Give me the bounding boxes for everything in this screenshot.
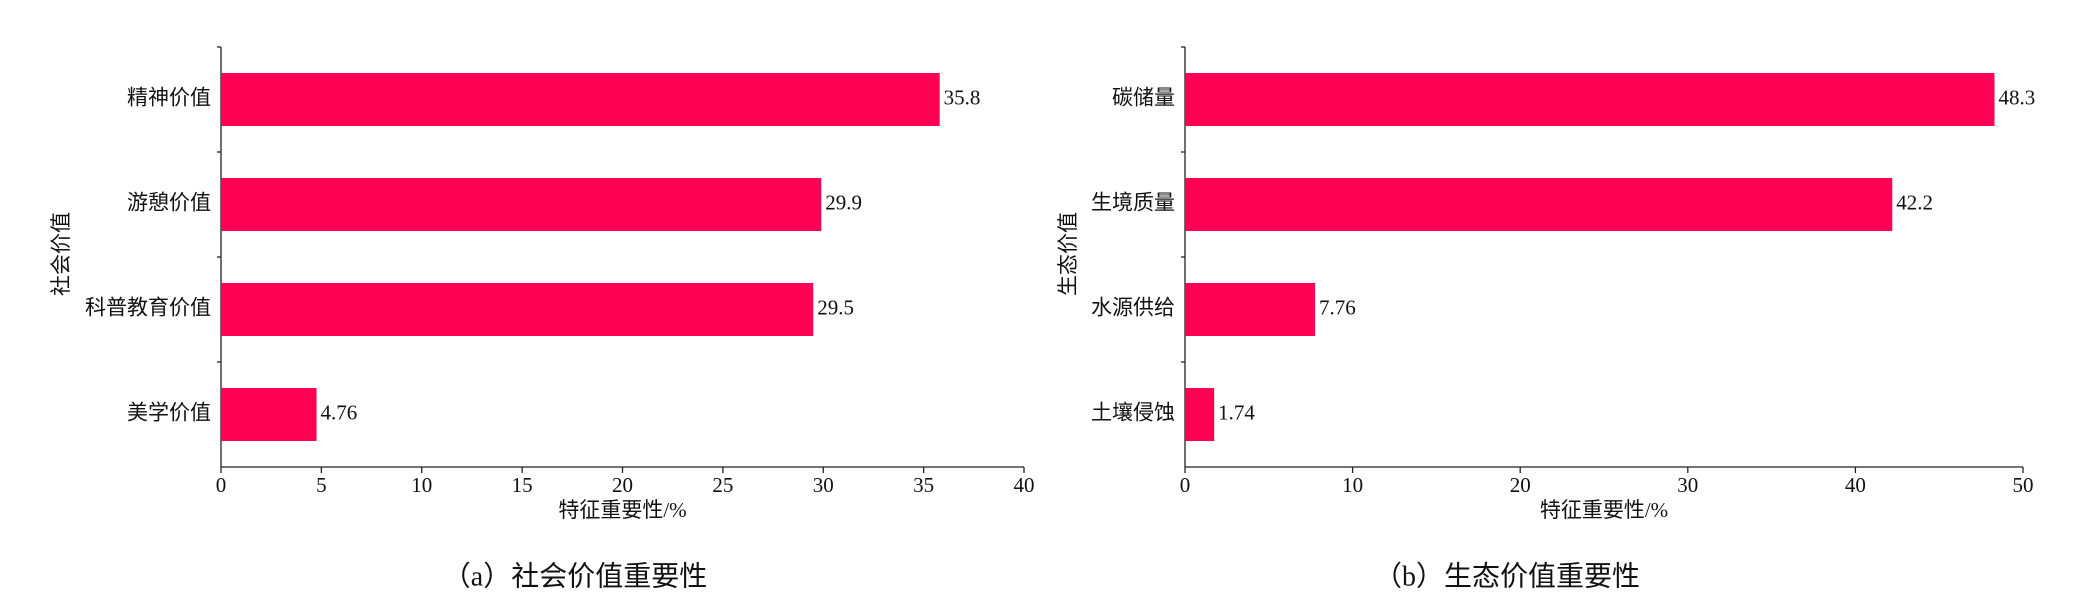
y-axis-label: 社会价值 <box>49 212 73 296</box>
bar <box>1185 388 1215 441</box>
bar <box>221 178 822 231</box>
y-tick-label: 土壤侵蚀 <box>1091 400 1175 424</box>
bar <box>1185 73 1995 126</box>
x-tick-label: 25 <box>712 473 733 497</box>
y-tick-label: 美学价值 <box>127 400 211 424</box>
data-label: 48.3 <box>1999 85 2036 109</box>
data-label: 4.76 <box>321 400 358 424</box>
x-tick-label: 40 <box>1014 473 1035 497</box>
bar <box>221 283 814 336</box>
x-tick-label: 0 <box>216 473 227 497</box>
x-tick-label: 10 <box>1342 473 1363 497</box>
y-tick-label: 精神价值 <box>127 85 211 109</box>
data-label: 29.9 <box>825 190 862 214</box>
x-tick-label: 20 <box>612 473 633 497</box>
caption: （b）生态价值重要性 <box>1374 560 1640 592</box>
x-tick-label: 35 <box>913 473 934 497</box>
caption: （a）社会价值重要性 <box>443 560 707 592</box>
bar <box>1185 178 1893 231</box>
x-tick-label: 10 <box>411 473 432 497</box>
data-label: 35.8 <box>944 85 981 109</box>
x-tick-label: 0 <box>1180 473 1191 497</box>
bar <box>1185 283 1316 336</box>
x-axis-label: 特征重要性/% <box>558 498 686 522</box>
bar <box>221 388 317 441</box>
x-tick-label: 15 <box>512 473 533 497</box>
y-tick-label: 游憩价值 <box>127 190 211 214</box>
data-label: 42.2 <box>1896 190 1933 214</box>
x-axis-label: 特征重要性/% <box>1540 498 1668 522</box>
x-tick-label: 5 <box>316 473 327 497</box>
data-label: 7.76 <box>1319 295 1356 319</box>
x-tick-label: 30 <box>1677 473 1698 497</box>
x-tick-label: 40 <box>1845 473 1866 497</box>
y-tick-label: 生境质量 <box>1091 190 1175 214</box>
data-label: 29.5 <box>817 295 854 319</box>
bar <box>221 73 940 126</box>
x-tick-label: 50 <box>2013 473 2034 497</box>
y-tick-label: 水源供给 <box>1091 295 1175 319</box>
x-tick-label: 30 <box>813 473 834 497</box>
y-tick-label: 科普教育价值 <box>85 295 211 319</box>
x-tick-label: 20 <box>1510 473 1531 497</box>
data-label: 1.74 <box>1218 400 1255 424</box>
y-axis-label: 生态价值 <box>1056 212 1080 296</box>
y-tick-label: 碳储量 <box>1112 85 1175 109</box>
